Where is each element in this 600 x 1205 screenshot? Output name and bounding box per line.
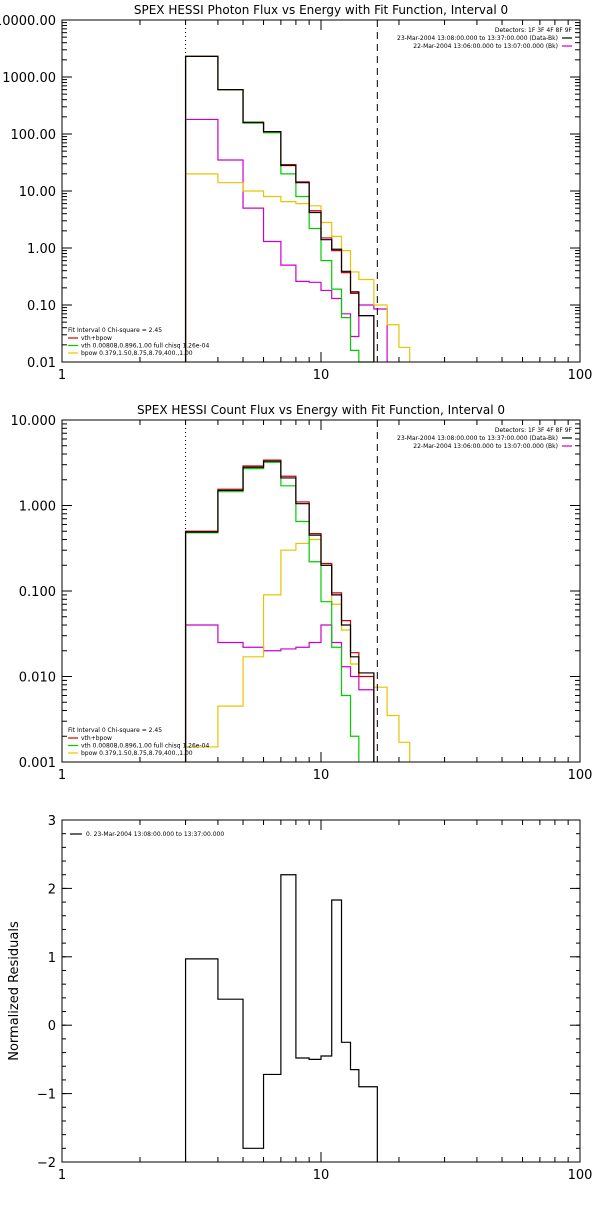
x-tick-label: 100 <box>568 368 593 383</box>
y-tick-label: 10000.00 <box>0 14 56 29</box>
fit-legend-label: vth+bpow <box>81 735 112 742</box>
sum-fit-line <box>184 459 375 762</box>
y-tick-label: −1 <box>37 1088 56 1103</box>
x-tick-label: 1 <box>58 368 66 383</box>
y-tick-label: 10.00 <box>19 185 56 200</box>
x-tick-label: 10 <box>313 368 330 383</box>
fit-legend-label: vth+bpow <box>81 335 112 342</box>
sum-fit-line <box>184 55 375 362</box>
interval-legend-label: 23-Mar-2004 13:08:00.000 to 13:37:00.000… <box>397 435 558 442</box>
interval-legend-label: 22-Mar-2004 13:06:00.000 to 13:07:00.000… <box>413 443 558 450</box>
x-tick-label: 1 <box>58 1168 66 1183</box>
background-line <box>184 624 375 762</box>
fit-legend-label: vth 0.00808,0.896,1.00 full chisq 1.26e-… <box>81 343 209 350</box>
y-tick-label: 0 <box>48 1019 56 1034</box>
y-tick-label: 0.10 <box>27 299 56 314</box>
interval-legend-label: 22-Mar-2004 13:06:00.000 to 13:07:00.000… <box>413 43 558 50</box>
plot-frame <box>61 19 581 363</box>
fit-legend-header: Fit Interval 0 Chi-square = 2.45 <box>68 727 162 734</box>
residual-line <box>184 874 378 1162</box>
y-tick-label: 1 <box>48 951 56 966</box>
y-tick-label: 100.00 <box>11 128 57 143</box>
y-tick-label: 0.01 <box>27 356 56 371</box>
count-flux-panel: SPEX HESSI Count Flux vs Energy with Fit… <box>11 403 593 783</box>
y-tick-label: 0.001 <box>19 756 56 771</box>
fit-legend-label: bpow 0.379,1.50,8.75,8.79,400.,1.00 <box>81 350 193 357</box>
y-tick-label: 2 <box>48 882 56 897</box>
residuals-panel: Normalized Residuals 1 10 100 −2 −1 0 1 2 3 0. 23-… <box>7 814 592 1183</box>
y-tick-label: 1.000 <box>19 500 56 515</box>
plot-frame <box>61 819 581 1163</box>
fit-legend-label: vth 0.00808,0.896,1.00 full chisq 1.26e-… <box>81 743 209 750</box>
fit-legend-label: bpow 0.379,1.50,8.75,8.79,400.,1.00 <box>81 750 193 757</box>
y-tick-label: 3 <box>48 814 56 829</box>
background-line <box>184 118 388 362</box>
chart-title: SPEX HESSI Count Flux vs Energy with Fit… <box>137 403 505 417</box>
bpow-fit-line <box>184 173 411 362</box>
interval-legend-label: 23-Mar-2004 13:08:00.000 to 13:37:00.000… <box>397 35 558 42</box>
y-tick-label: 10.000 <box>11 414 57 429</box>
y-tick-label: 1.00 <box>27 242 56 257</box>
plot-frame <box>61 419 581 763</box>
fit-legend-header: Fit Interval 0 Chi-square = 2.45 <box>68 327 162 334</box>
y-tick-label: 0.100 <box>19 585 56 600</box>
photon-flux-panel: SPEX HESSI Photon Flux vs Energy with Fi… <box>0 3 592 383</box>
total-spectrum-line <box>184 460 375 762</box>
detectors-legend-header: Detectors: 1F 3F 4F 8F 9F <box>495 427 573 434</box>
residual-legend-label: 0. 23-Mar-2004 13:08:00.000 to 13:37:00.… <box>86 831 224 838</box>
x-tick-label: 1 <box>58 768 66 783</box>
total-spectrum-line <box>184 55 375 362</box>
y-tick-label: −2 <box>37 1156 56 1171</box>
bpow-fit-line <box>184 538 411 762</box>
x-tick-label: 10 <box>313 1168 330 1183</box>
y-axis-label: Normalized Residuals <box>7 921 22 1061</box>
x-tick-label: 100 <box>568 1168 593 1183</box>
chart-title: SPEX HESSI Photon Flux vs Energy with Fi… <box>134 3 508 17</box>
vth-fit-line <box>184 461 360 762</box>
vth-fit-line <box>184 55 374 363</box>
y-tick-label: 0.010 <box>19 671 56 686</box>
x-tick-label: 10 <box>313 768 330 783</box>
detectors-legend-header: Detectors: 1F 3F 4F 8F 9F <box>495 27 573 34</box>
x-tick-label: 100 <box>568 768 593 783</box>
y-tick-label: 1000.00 <box>2 71 56 86</box>
